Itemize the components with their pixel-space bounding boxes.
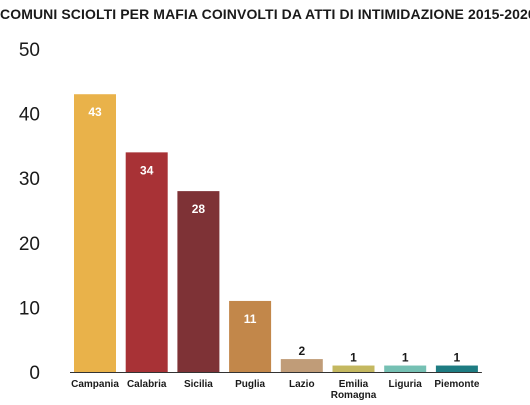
data-label: 2 [298, 344, 305, 358]
data-label: 1 [454, 351, 461, 365]
bar-liguria [384, 365, 427, 372]
x-tick-label: Piemonte [434, 379, 479, 390]
y-tick-label: 40 [19, 105, 40, 126]
y-tick-label: 50 [19, 40, 40, 61]
chart-title: COMUNI SCIOLTI PER MAFIA COINVOLTI DA AT… [0, 6, 530, 22]
bar-emilia-romagna [332, 365, 375, 372]
bar-sicilia [177, 191, 220, 372]
x-tick-label: Campania [71, 379, 119, 390]
bar-piemonte [435, 365, 478, 372]
bar-campania [74, 94, 116, 372]
x-tick-label: Lazio [289, 379, 315, 390]
x-tick-label: Emilia Romagna [331, 379, 377, 401]
y-tick-label: 0 [29, 363, 40, 384]
data-label: 34 [140, 163, 154, 177]
x-tick-label: Liguria [389, 379, 423, 390]
y-axis: 0 10 20 30 40 50 [19, 40, 40, 384]
data-label: 1 [350, 351, 357, 365]
bar-calabria [125, 152, 168, 372]
x-axis-labels: Campania Calabria Sicilia Puglia Lazio Emilia… [71, 379, 480, 401]
x-tick-label: Puglia [235, 379, 265, 390]
data-label: 11 [244, 312, 257, 326]
data-label: 1 [402, 351, 409, 365]
data-label: 28 [192, 202, 206, 216]
data-label: 43 [88, 105, 102, 119]
x-tick-label: Calabria [127, 379, 167, 390]
y-tick-label: 10 [19, 298, 40, 319]
y-tick-label: 20 [19, 234, 40, 255]
bar-puglia [229, 300, 272, 372]
y-tick-label: 30 [19, 169, 40, 190]
x-tick-label: Sicilia [184, 379, 213, 390]
bar-lazio [280, 359, 323, 372]
